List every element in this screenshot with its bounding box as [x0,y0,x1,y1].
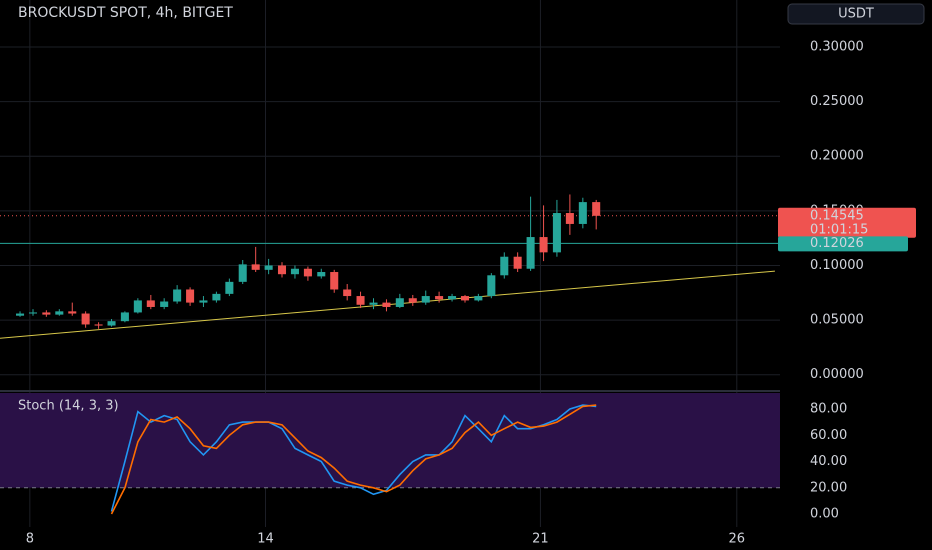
level-tag [778,236,908,252]
indicator-pane [0,393,780,515]
candle-body [317,272,326,277]
candle-body [539,237,548,253]
last-price-tag [778,207,916,238]
y-tick-label: 0.25000 [810,94,864,109]
x-tick-label: 14 [257,532,274,547]
candle-body [42,312,51,315]
indicator-title: Stoch (14, 3, 3) [18,399,119,414]
candle-body [290,268,299,275]
candle-body [343,289,352,297]
countdown-label: 01:01:15 [810,222,868,237]
indicator-tick-label: 80.00 [810,402,847,417]
currency-label: USDT [838,7,874,22]
indicator-tick-label: 0.00 [810,507,839,522]
candle-body [460,296,470,301]
candle-body [369,302,378,305]
indicator-tick-label: 20.00 [810,480,847,495]
candle-body [408,298,417,303]
candle-body [513,256,522,269]
candle-body [16,313,25,316]
candle-body [81,313,90,325]
y-tick-label: 0.20000 [810,149,864,164]
candle-body [173,289,182,302]
price-pane [0,0,780,527]
candle-body [526,237,535,269]
candle-body [330,272,339,290]
candle-body [500,256,509,276]
candle-body [251,264,260,270]
y-tick-label: 0.05000 [810,313,864,328]
candle-body [212,293,221,301]
candle-body [356,296,365,305]
indicator-tick-label: 60.00 [810,428,847,443]
candle-body [277,265,287,275]
x-tick-label: 21 [532,532,549,547]
chart-title: BROCKUSDT SPOT, 4h, BITGET [18,5,233,21]
candle-body [395,298,404,307]
candle-body [94,324,103,326]
currency-button[interactable] [787,3,925,25]
candle-body [552,213,561,253]
candle-body [448,296,457,300]
candle-body [303,268,312,277]
candle-body [238,264,247,282]
indicator-tick-label: 40.00 [810,454,847,469]
candle-body [199,300,208,303]
candle-body [133,300,142,313]
candle-body [421,296,430,303]
candle-body [264,265,273,270]
y-tick-label: 0.00000 [810,367,864,382]
candle-body [55,311,64,315]
candle-body [435,296,444,300]
candle-body [68,311,77,314]
candle-body [225,281,234,294]
last-price-label: 0.14545 [810,208,864,223]
y-tick-label: 0.30000 [810,39,864,54]
candle-body [186,289,195,303]
x-tick-label: 8 [26,532,34,547]
candle-body [565,213,574,224]
candle-body [146,300,155,307]
candle-body [592,202,601,216]
stoch-line [110,404,597,515]
candle-body [28,312,38,314]
stoch-line [110,404,597,512]
candle-body [578,202,587,224]
candle-body [474,296,483,301]
y-tick-label: 0.10000 [810,258,864,273]
x-tick-label: 26 [729,532,746,547]
candle-body [160,301,169,307]
candle-body [107,321,116,326]
candle-body [487,275,496,297]
candle-body [120,312,129,322]
level-label: 0.12026 [810,236,864,251]
candle-body [382,302,391,307]
